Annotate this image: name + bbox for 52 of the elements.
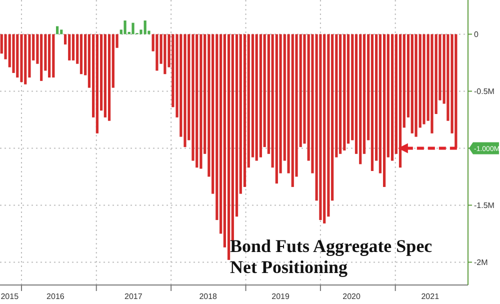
- bar: [259, 34, 262, 158]
- x-tick-label: 2018: [199, 292, 218, 301]
- bar: [196, 34, 198, 168]
- bar: [383, 34, 386, 187]
- bar: [339, 34, 342, 154]
- x-tick-label: 2021: [421, 292, 440, 301]
- y-tick-label: -1.5M: [474, 201, 495, 210]
- bar: [52, 34, 55, 78]
- bar: [319, 34, 322, 220]
- bar: [343, 34, 346, 150]
- bar: [255, 34, 258, 161]
- bar: [164, 34, 166, 74]
- bar: [108, 34, 111, 121]
- x-tick-label: 2020: [342, 292, 362, 301]
- bar: [454, 34, 458, 148]
- bar: [370, 34, 374, 171]
- bar: [56, 26, 59, 34]
- bar: [227, 34, 230, 260]
- bar: [60, 30, 63, 34]
- bar: [124, 20, 126, 34]
- bar: [291, 34, 294, 187]
- bar: [104, 34, 106, 118]
- bar: [156, 34, 158, 71]
- x-tick-label: 2015: [0, 292, 20, 301]
- bar: [96, 34, 98, 134]
- bar: [200, 34, 202, 169]
- bar: [132, 22, 134, 34]
- bar: [410, 34, 414, 134]
- bar: [422, 34, 426, 124]
- bar: [323, 34, 326, 224]
- bar: [48, 34, 51, 78]
- y-tick-label: -0.5M: [474, 87, 495, 96]
- x-tick-label: 2017: [124, 292, 143, 301]
- bar: [80, 34, 83, 74]
- bar: [16, 34, 19, 78]
- bar: [40, 34, 43, 81]
- bar: [414, 34, 418, 137]
- y-tick-label: 0: [474, 30, 479, 40]
- bar: [72, 34, 75, 60]
- bar: [430, 34, 434, 134]
- x-tick-label: 2019: [272, 292, 290, 301]
- bar: [275, 34, 278, 184]
- x-tick-label: 2016: [46, 292, 65, 301]
- bar: [20, 34, 23, 82]
- bar: [184, 34, 186, 148]
- bar: [68, 34, 71, 60]
- bar: [24, 34, 27, 84]
- y-tick-label: -2M: [474, 258, 488, 268]
- text: Bond Futs Aggregate Spec Net Positioning: [230, 236, 432, 277]
- bar: [390, 34, 394, 161]
- bar: [144, 20, 146, 34]
- bar: [359, 34, 362, 164]
